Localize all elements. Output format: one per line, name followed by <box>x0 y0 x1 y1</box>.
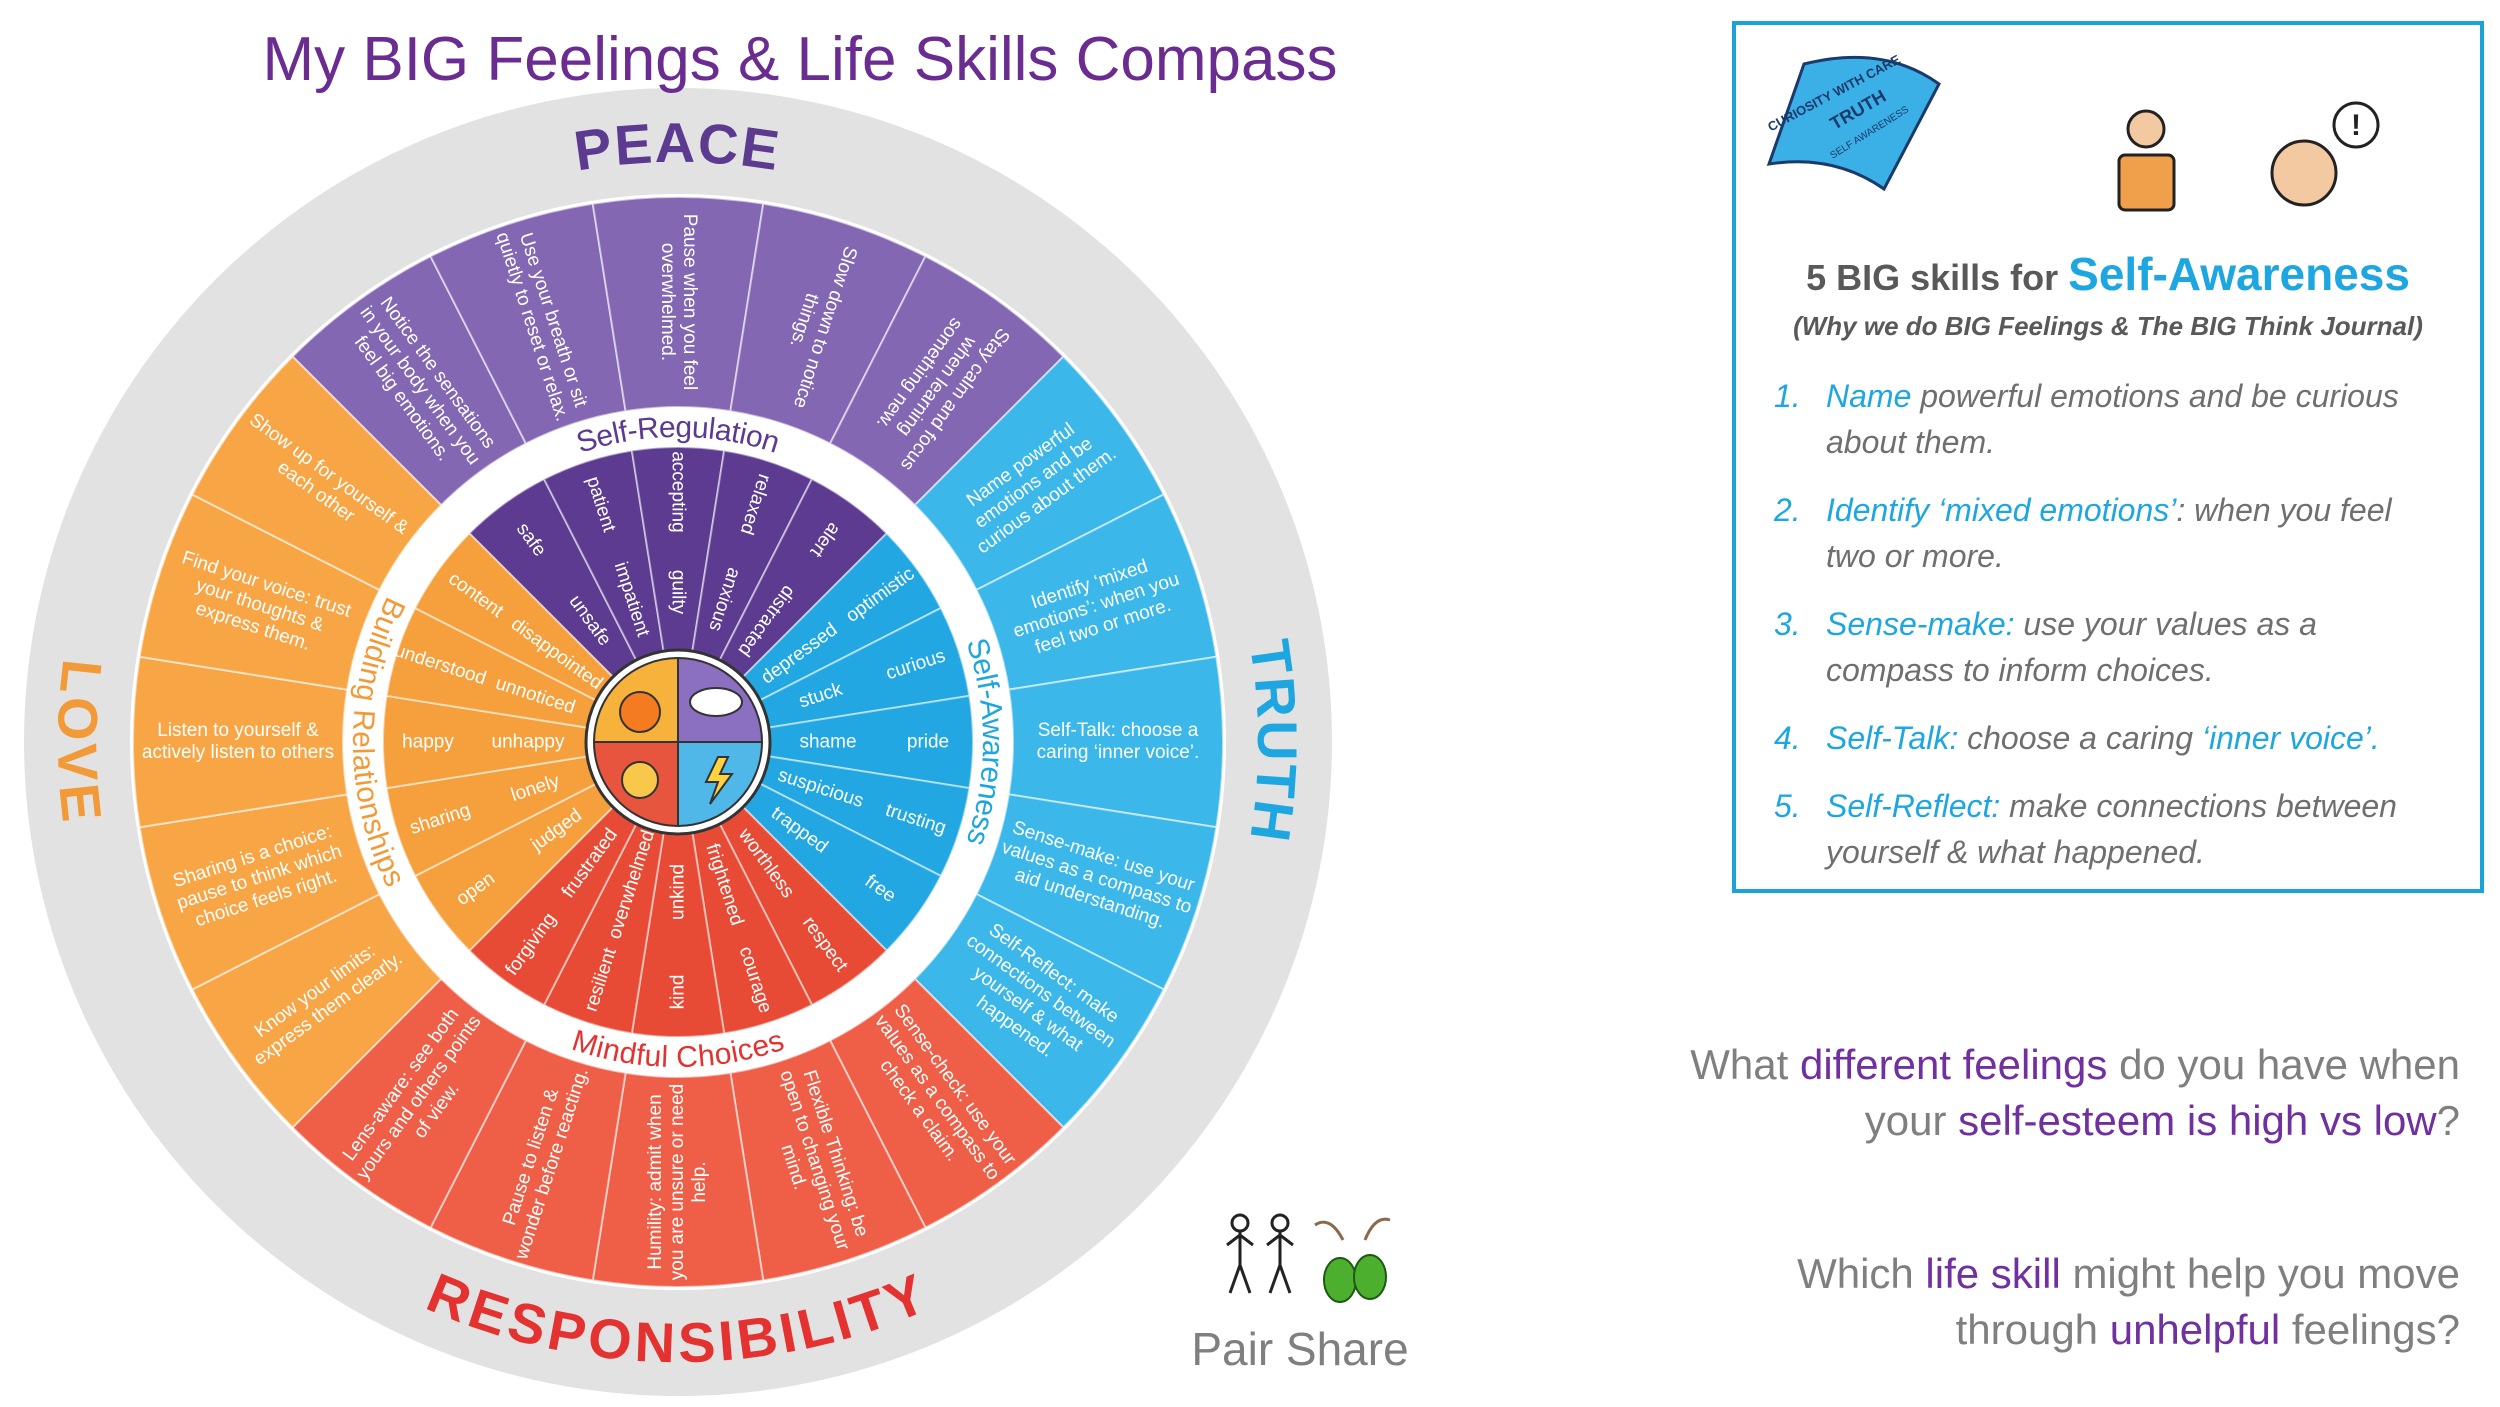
skill-number: 4. <box>1774 720 1801 756</box>
tip-box: Self-Talk: choose a caring ‘inner voice’… <box>1036 720 1200 763</box>
truth-fan-icon <box>1766 55 1941 192</box>
question-text: feelings? <box>2280 1306 2460 1353</box>
panel-icons: CURIOSITY WITH CARE TRUTH SELF AWARENESS… <box>1765 52 2380 212</box>
feeling-word: guilty <box>668 570 689 615</box>
question-keyword: different feelings <box>1799 1041 2108 1088</box>
question-keyword: self-esteem is high vs low <box>1958 1097 2437 1144</box>
skill-keyword: Self-Talk: <box>1826 720 1959 756</box>
feeling-word: unkind <box>668 864 689 920</box>
skill-item: 1. Name powerful emotions and be curious … <box>1774 373 2434 465</box>
skill-number: 2. <box>1774 492 1801 528</box>
emblem-sun-red <box>621 761 659 799</box>
question-text: your <box>1864 1097 1959 1144</box>
value-name: LOVE <box>46 657 115 828</box>
feeling-word: unhappy <box>492 732 565 753</box>
question: Which life skill might help you move thro… <box>1797 1246 2460 1358</box>
pair-share-label: Pair Share <box>1191 1323 1409 1375</box>
question-text: do you have when <box>2107 1041 2460 1088</box>
skills-panel: CURIOSITY WITH CARE TRUTH SELF AWARENESS… <box>1732 21 2484 893</box>
panel-subtitle: (Why we do BIG Feelings & The BIG Think … <box>1793 311 2423 341</box>
skill-text: Self-Talk: choose a caring ‘inner voice’… <box>1826 715 2380 761</box>
skill-description: make connections between yourself & what… <box>1826 788 2406 870</box>
question-line: your self-esteem is high vs low? <box>1690 1093 2460 1149</box>
skill-text: Identify ‘mixed emotions’: when you feel… <box>1826 487 2434 579</box>
title: My BIG Feelings & Life Skills Compass <box>262 25 1338 94</box>
emblem-bolt <box>704 756 734 805</box>
emblem-sun <box>619 691 661 733</box>
skill-item: 4. Self-Talk: choose a caring ‘inner voic… <box>1774 715 2434 761</box>
tip-text: Self-Talk: choose a caring ‘inner voice’… <box>1036 720 1200 763</box>
thought-bubble <box>2332 101 2380 149</box>
question-line: Which life skill might help you move <box>1797 1246 2460 1302</box>
skill-description: use your values as a compass to inform c… <box>1826 606 2326 688</box>
question-keyword: unhelpful <box>2109 1306 2281 1353</box>
skill-description: choose a caring <box>1958 720 2202 756</box>
emblem-cloud <box>689 687 743 717</box>
face-icon <box>2270 139 2338 207</box>
question-text: through <box>1955 1306 2110 1353</box>
feeling-word: happy <box>402 732 454 753</box>
skill-number: 5. <box>1774 788 1801 824</box>
question-keyword: life skill <box>1925 1250 2061 1297</box>
feeling-word: shame <box>799 732 856 753</box>
skill-description: : when you feel two or more. <box>1826 492 2401 574</box>
thought-mark: ! <box>2351 109 2361 142</box>
value-name: TRUTH <box>1238 636 1309 848</box>
pair-share-icon <box>1226 1213 1391 1303</box>
skill-keyword: Name <box>1826 378 1912 414</box>
skill-number: 3. <box>1774 606 1801 642</box>
value-name-path: PEACE <box>570 110 783 181</box>
question-text: might help you move <box>2060 1250 2460 1297</box>
question-text: What <box>1690 1041 1800 1088</box>
skill-item: 5. Self-Reflect: make connections between… <box>1774 783 2434 875</box>
skill-text: Name powerful emotions and be curious ab… <box>1826 373 2434 465</box>
person-icon-body <box>2117 153 2176 212</box>
question-line: through unhelpful feelings? <box>1797 1302 2460 1358</box>
question: What different feelings do you have when… <box>1690 1037 2460 1149</box>
feeling-word: pride <box>907 732 949 753</box>
skill-keyword: Self-Reflect: <box>1826 788 2001 824</box>
value-name-path: LOVE <box>46 657 112 828</box>
skill-item: 2. Identify ‘mixed emotions’: when you fe… <box>1774 487 2434 579</box>
heading-focus: Self-Awareness <box>2068 248 2410 300</box>
tip-segment <box>191 355 443 592</box>
feeling-word: accepting <box>668 451 689 532</box>
person-icon-head <box>2126 109 2166 149</box>
compass-wheel: Notice the sensations in your body when … <box>24 88 1332 1396</box>
value-name-path: TRUTH <box>1238 636 1306 848</box>
skills-list: 1. Name powerful emotions and be curious … <box>1774 373 2434 875</box>
skill-text: Sense-make: use your values as a compass… <box>1826 601 2434 693</box>
skill-description: powerful emotions and be curious about t… <box>1826 378 2408 460</box>
skill-item: 3. Sense-make: use your values as a compa… <box>1774 601 2434 693</box>
skill-keyword: ‘inner voice’. <box>2201 720 2380 756</box>
feeling-word: kind <box>668 975 689 1010</box>
tip-text: Listen to yourself & actively listen to … <box>141 720 335 763</box>
question-text: Which <box>1797 1250 1926 1297</box>
tip-box: Listen to yourself & actively listen to … <box>141 720 335 763</box>
question-text: ? <box>2436 1097 2460 1144</box>
heading-lead: 5 BIG skills for <box>1806 257 2059 298</box>
panel-heading: 5 BIG skills for Self-Awareness <box>1736 247 2480 301</box>
value-name: PEACE <box>570 110 786 181</box>
skill-number: 1. <box>1774 378 1801 414</box>
skill-keyword: Sense-make: <box>1826 606 2015 642</box>
skill-keyword: Identify ‘mixed emotions’ <box>1826 492 2177 528</box>
question-line: What different feelings do you have when <box>1690 1037 2460 1093</box>
skill-text: Self-Reflect: make connections between y… <box>1826 783 2434 875</box>
